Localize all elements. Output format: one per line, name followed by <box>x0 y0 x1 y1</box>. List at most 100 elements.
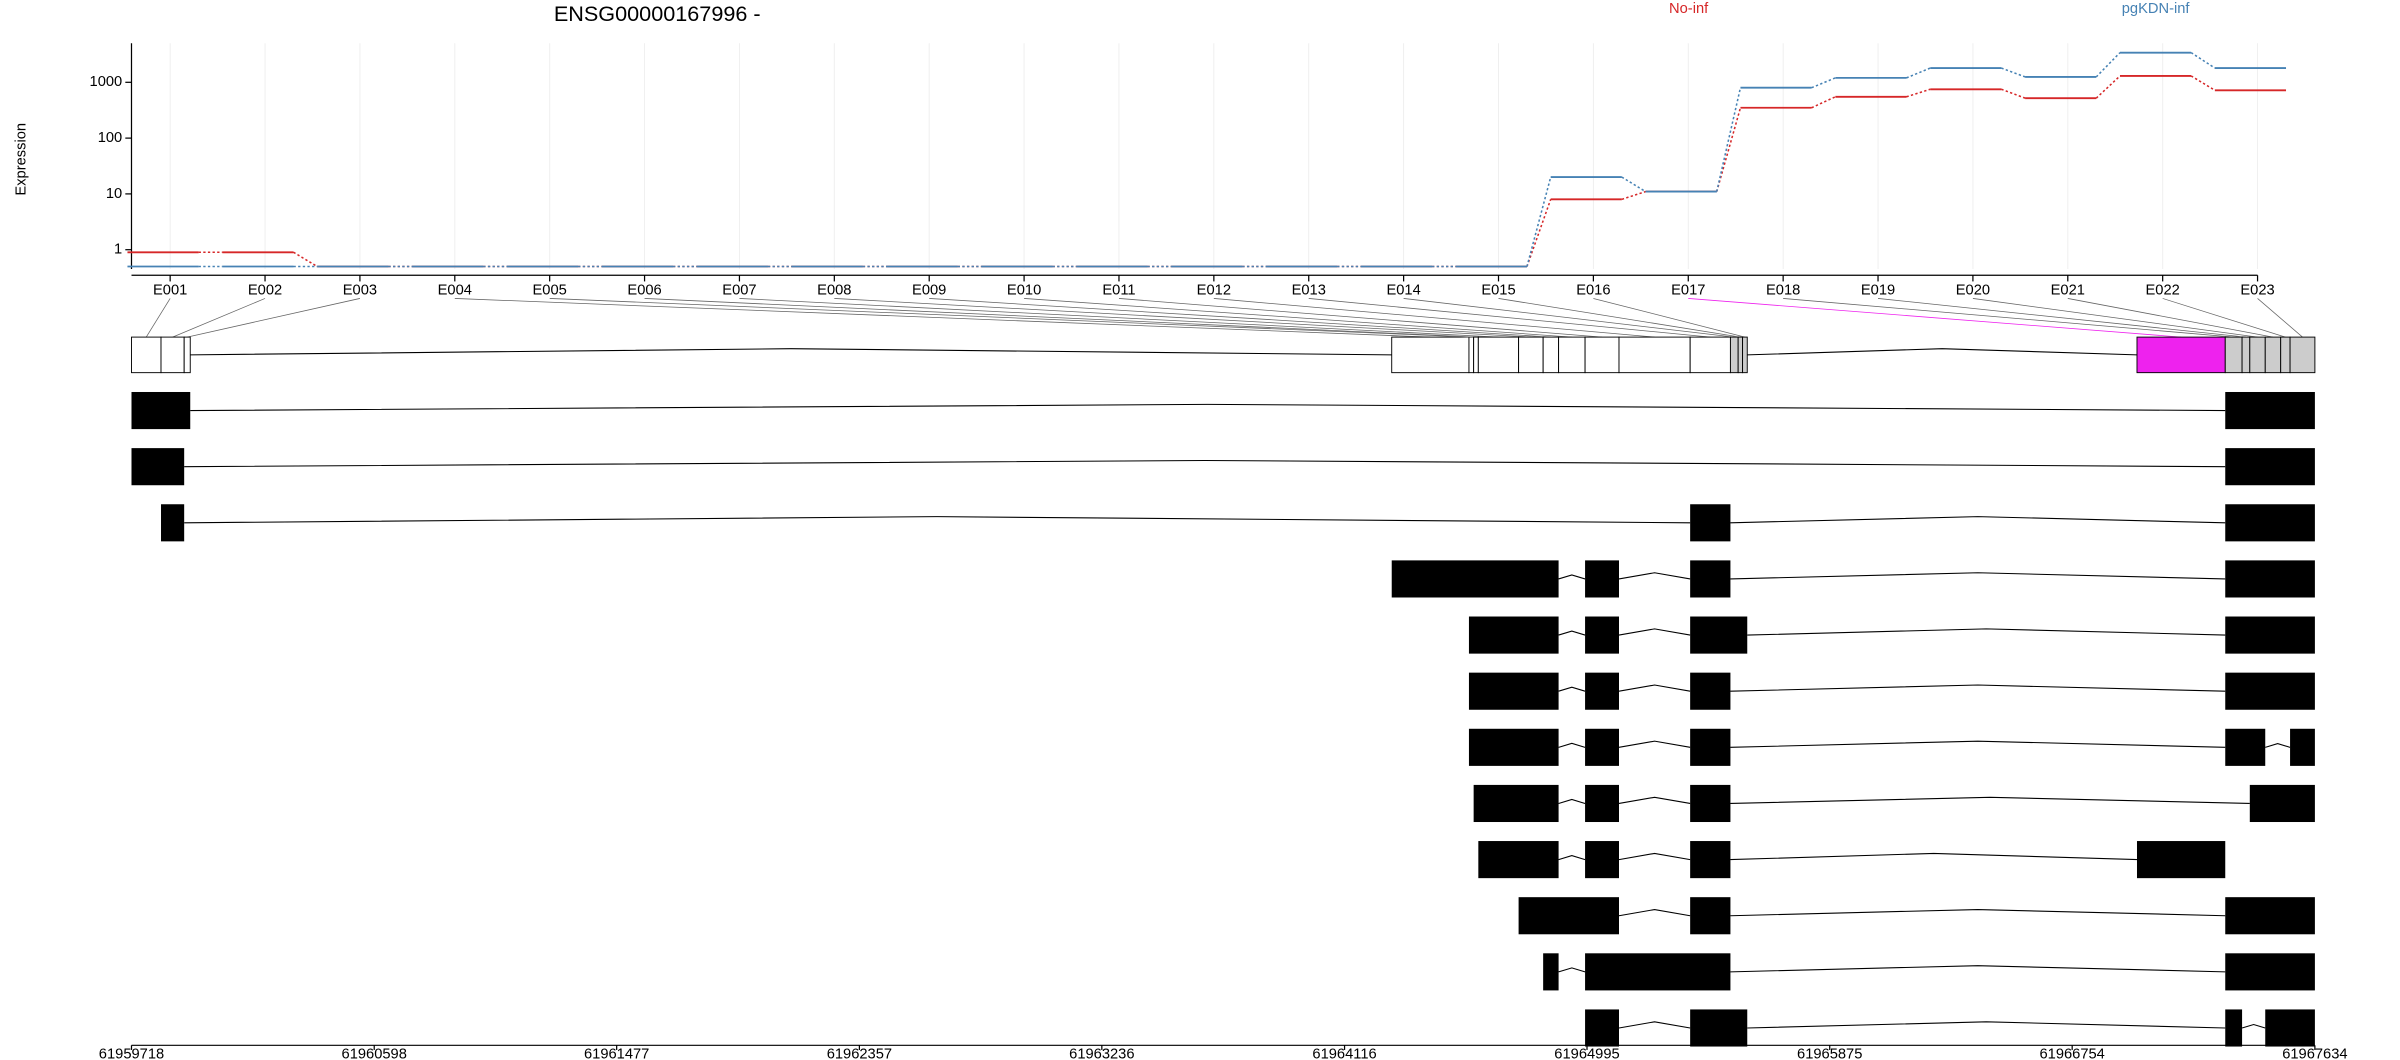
exon <box>2136 841 2226 879</box>
exon <box>1690 841 1731 879</box>
intron <box>1558 686 1586 692</box>
exon <box>2265 1009 2315 1047</box>
bin-connector <box>1688 298 2182 338</box>
intron <box>184 459 2226 468</box>
exon-bin <box>131 336 162 374</box>
exon-bin <box>2249 336 2266 374</box>
intron <box>1730 852 2138 861</box>
exon <box>2290 728 2315 766</box>
bin-connector <box>549 298 1472 338</box>
exon <box>131 391 191 430</box>
exon-bin <box>183 336 191 374</box>
exon-bin <box>2280 336 2291 374</box>
exon <box>1690 672 1731 710</box>
exon-bin <box>1477 336 1520 374</box>
y-tick-label: 100 <box>98 130 123 146</box>
x-tick-label: E001 <box>153 283 187 299</box>
exon <box>1585 672 1619 710</box>
y-axis-label: Expression <box>14 123 30 196</box>
exon <box>1518 897 1619 935</box>
x-tick-label: E022 <box>2146 283 2180 299</box>
exon-bin <box>2224 336 2243 374</box>
x-tick-label: E017 <box>1671 283 1705 299</box>
intron <box>1558 855 1586 861</box>
bin-connector <box>929 298 1551 338</box>
step-connector <box>1906 88 1931 98</box>
x-tick-label: E023 <box>2240 283 2274 299</box>
chart-title: ENSG00000167996 - <box>554 1 761 26</box>
genomic-tick-label: 61964995 <box>1554 1046 1619 1060</box>
intron <box>1730 965 2226 973</box>
x-tick-label: E018 <box>1766 283 1800 299</box>
intron <box>1558 742 1586 748</box>
intron <box>2241 1023 2266 1029</box>
exon <box>1585 841 1619 879</box>
exon-bin <box>1689 336 1731 374</box>
exon <box>2225 448 2315 486</box>
bin-connector <box>1972 298 2258 338</box>
x-tick-label: E020 <box>1956 283 1990 299</box>
step-connector <box>2095 52 2121 78</box>
exon-bin <box>1468 336 1475 374</box>
intron <box>1730 572 2226 580</box>
x-tick-label: E010 <box>1007 283 1041 299</box>
x-tick-label: E002 <box>248 283 282 299</box>
genomic-tick-label: 61960598 <box>342 1046 407 1060</box>
step-connector <box>2190 75 2216 91</box>
bin-connector <box>1783 298 2234 338</box>
step-connector <box>1715 87 1742 192</box>
legend-label: No-inf <box>1669 1 1709 17</box>
intron <box>1618 740 1691 748</box>
step-connector <box>1906 67 1931 79</box>
intron <box>1730 796 2250 805</box>
genomic-tick-label: 61962357 <box>827 1046 892 1060</box>
exon <box>1543 953 1559 991</box>
bin-connector <box>187 298 361 338</box>
intron <box>1618 572 1691 580</box>
x-tick-label: E005 <box>533 283 567 299</box>
exon <box>2249 784 2315 823</box>
exon <box>1690 728 1731 766</box>
exon-bin <box>2136 336 2226 374</box>
exon <box>1478 841 1559 879</box>
bin-connector <box>1024 298 1572 338</box>
exon <box>1473 784 1559 823</box>
intron <box>1618 908 1691 917</box>
exon-bin <box>1391 336 1470 374</box>
exon <box>2225 1009 2243 1047</box>
intron <box>1730 909 2226 917</box>
exon <box>2225 953 2315 991</box>
x-tick-label: E008 <box>817 283 851 299</box>
exon <box>1468 728 1559 766</box>
step-connector <box>2190 51 2216 69</box>
intron <box>1558 967 1586 973</box>
bin-connector <box>454 298 1431 338</box>
genomic-tick-label: 61966754 <box>2039 1046 2104 1060</box>
exon <box>1690 560 1731 598</box>
x-tick-label: E019 <box>1861 283 1895 299</box>
intron <box>1618 628 1691 636</box>
x-tick-label: E004 <box>438 283 472 299</box>
step-connector <box>1621 190 1646 201</box>
exon <box>1468 672 1559 710</box>
genomic-tick-label: 61967634 <box>2282 1046 2347 1060</box>
intron <box>1618 796 1691 804</box>
exon <box>2225 897 2315 935</box>
step-connector <box>1811 77 1836 89</box>
step-connector <box>2095 75 2121 99</box>
y-tick-label: 1 <box>114 242 122 258</box>
x-tick-label: E007 <box>722 283 756 299</box>
step-connector <box>1621 176 1646 193</box>
exon <box>1585 784 1619 823</box>
exon <box>1585 1009 1619 1047</box>
x-tick-label: E021 <box>2051 283 2085 299</box>
exon <box>1468 616 1559 654</box>
bin-connector <box>1498 298 1741 338</box>
x-tick-label: E009 <box>912 283 946 299</box>
intron <box>1618 852 1691 861</box>
step-connector <box>2001 88 2026 99</box>
exon <box>1690 1009 1748 1047</box>
exon <box>1690 897 1731 935</box>
bin-connector <box>1877 298 2246 338</box>
